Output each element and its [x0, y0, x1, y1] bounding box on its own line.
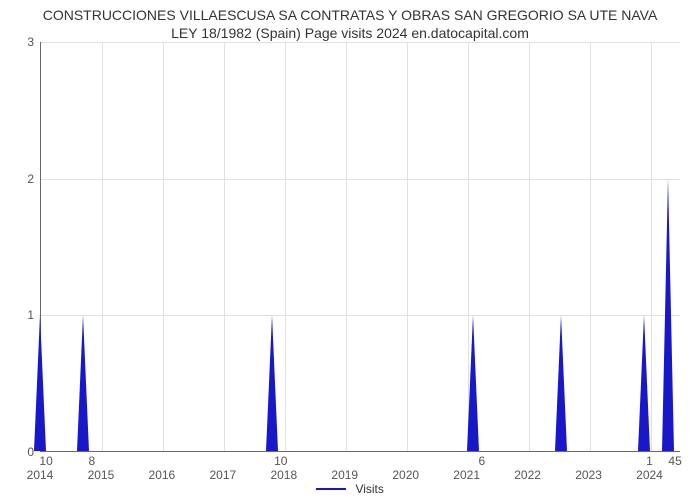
x-tick-label: 2019: [331, 468, 358, 482]
h-gridline: [41, 42, 680, 43]
data-spike: [467, 315, 479, 451]
legend-label: Visits: [355, 482, 383, 496]
v-gridline: [224, 42, 225, 451]
v-gridline: [163, 42, 164, 451]
v-gridline: [407, 42, 408, 451]
v-gridline: [346, 42, 347, 451]
chart-container: CONSTRUCCIONES VILLAESCUSA SA CONTRATAS …: [0, 0, 700, 500]
data-point-label: 10: [39, 454, 52, 468]
x-tick-label: 2018: [270, 468, 297, 482]
data-spike: [555, 315, 567, 451]
x-data-labels-row: 10 8 10 6 1 45: [40, 454, 680, 468]
data-point-label: 8: [88, 454, 95, 468]
x-tick-label: 2017: [209, 468, 236, 482]
x-tick-label: 2023: [575, 468, 602, 482]
v-gridline: [651, 42, 652, 451]
data-point-label: 1: [646, 454, 653, 468]
y-tick-label: 0: [27, 445, 34, 459]
y-tick-label: 3: [27, 35, 34, 49]
data-point-label: 6: [479, 454, 486, 468]
plot-area: [40, 42, 680, 452]
h-gridline: [41, 315, 680, 316]
v-gridline: [102, 42, 103, 451]
chart-wrap: 0123 108106145 2014201520162017201820192…: [0, 42, 700, 452]
v-gridline: [285, 42, 286, 451]
chart-title: CONSTRUCCIONES VILLAESCUSA SA CONTRATAS …: [0, 0, 700, 46]
data-spike: [77, 315, 89, 451]
h-gridline: [41, 179, 680, 180]
y-tick-label: 1: [27, 308, 34, 322]
legend: Visits: [0, 481, 700, 496]
x-axis-labels-row: 2014201520162017201820192020202120222023…: [40, 468, 680, 482]
data-spike: [662, 178, 674, 451]
v-gridline: [590, 42, 591, 451]
x-tick-label: 2020: [392, 468, 419, 482]
x-tick-label: 2024: [636, 468, 663, 482]
legend-swatch: [316, 488, 346, 490]
data-point-label: 10: [274, 454, 287, 468]
x-tick-label: 2016: [149, 468, 176, 482]
data-spike: [34, 315, 46, 451]
x-tick-label: 2014: [27, 468, 54, 482]
x-tick-label: 2022: [514, 468, 541, 482]
v-gridline: [529, 42, 530, 451]
data-spike: [638, 315, 650, 451]
x-tick-label: 2015: [88, 468, 115, 482]
x-tick-label: 2021: [453, 468, 480, 482]
data-spike: [266, 315, 278, 451]
data-point-label: 45: [668, 454, 681, 468]
y-tick-label: 2: [27, 172, 34, 186]
